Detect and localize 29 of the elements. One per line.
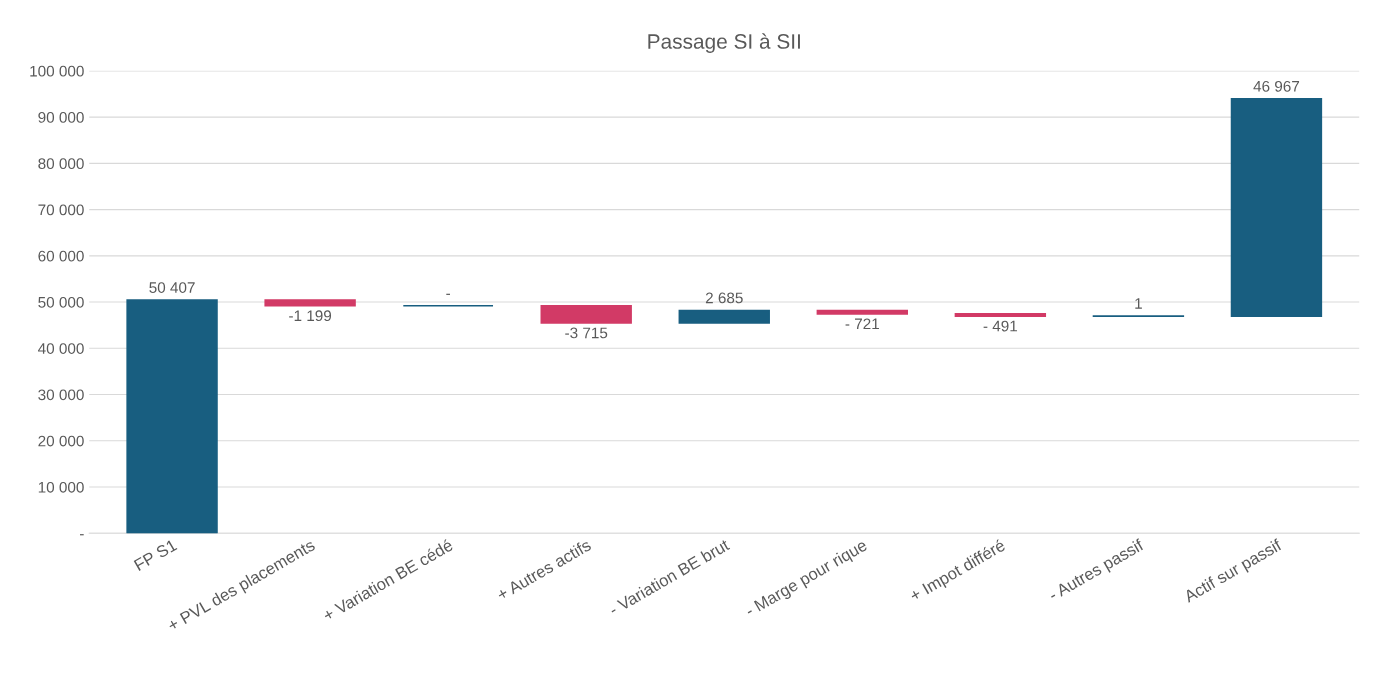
- data-label: -: [446, 293, 451, 295]
- data-label: - 721: [845, 318, 879, 330]
- x-tick-label: FP S1: [133, 538, 178, 572]
- y-tick-label: 70 000: [38, 204, 84, 216]
- data-label: - 491: [983, 320, 1018, 332]
- y-tick-label: 80 000: [38, 158, 84, 170]
- bar: [816, 309, 909, 315]
- bar: [126, 299, 218, 534]
- y-tick-label: -: [79, 534, 84, 536]
- chart-title: Passage SI à SII: [648, 33, 800, 53]
- y-tick-label: 20 000: [38, 435, 84, 447]
- bar: [954, 312, 1047, 317]
- y-tick-label: 30 000: [38, 389, 84, 401]
- y-tick-label: 60 000: [38, 250, 84, 262]
- data-label: -1 199: [289, 310, 332, 322]
- bar: [264, 299, 356, 307]
- y-tick-label: 50 000: [38, 296, 84, 308]
- bar: [540, 304, 632, 324]
- y-tick-label: 10 000: [38, 481, 84, 493]
- y-tick-label: 90 000: [38, 111, 84, 123]
- data-label: 2 685: [705, 292, 743, 304]
- data-label: 50 407: [149, 282, 195, 293]
- bar: [1230, 98, 1323, 317]
- y-tick-label: 100 000: [30, 65, 84, 77]
- y-tick-label: 40 000: [38, 343, 84, 354]
- bar: [678, 309, 770, 324]
- data-label: 1: [1135, 298, 1142, 309]
- data-label: -3 715: [565, 327, 608, 339]
- data-label: 46 967: [1253, 80, 1300, 92]
